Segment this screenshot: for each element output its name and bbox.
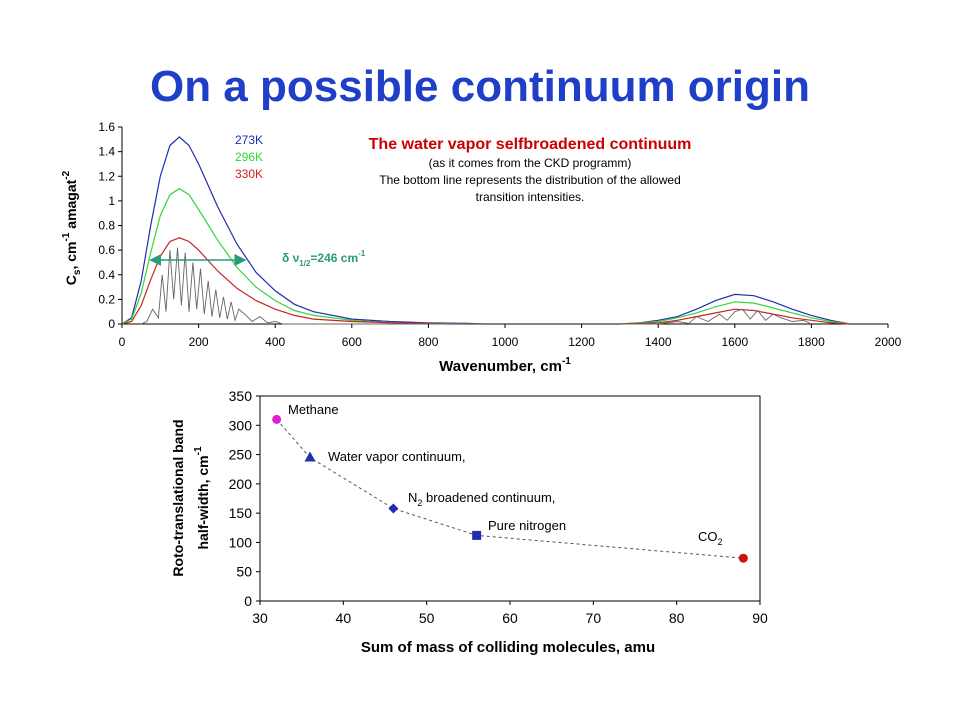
chart1-xtick-label: 200 <box>189 335 209 349</box>
chart2-xtick-label: 40 <box>336 610 352 626</box>
chart2-ticks: 0 50 100 150 200 250 300 350 30 40 50 60 70 80 90 <box>229 388 768 626</box>
chart2-ytick-label: 0 <box>244 593 252 609</box>
chart1-ytick-label: 0 <box>108 317 115 331</box>
chart1-xtick-label: 2000 <box>875 335 902 349</box>
point-methane <box>272 414 282 424</box>
chart1-ytick-label: 0.6 <box>98 243 115 257</box>
chart2-xtick-label: 80 <box>669 610 685 626</box>
trend-line <box>276 419 744 559</box>
legend-330k: 330K <box>235 167 263 181</box>
chart2-ytick-label: 150 <box>229 505 253 521</box>
chart1-subtitle-3: transition intensities. <box>476 190 585 204</box>
chart1-subtitle-1: (as it comes from the CKD programm) <box>429 156 632 170</box>
chart1-xlabel: Wavenumber, cm-1 <box>439 356 571 375</box>
chart1-xtick-label: 600 <box>342 335 362 349</box>
chart1-ticks: 0 0.2 0.4 0.6 0.8 1 1.2 1.4 1.6 0 200 400 600 800 1000… <box>98 120 901 349</box>
chart2-ylabel-1: Roto-translational band <box>170 419 186 576</box>
chart2-ytick-label: 50 <box>236 564 252 580</box>
chart2-xlabel: Sum of mass of colliding molecules, amu <box>361 639 655 656</box>
point-n2-continuum <box>388 503 399 514</box>
chart2-ytick-label: 100 <box>229 534 253 550</box>
chart1-ylabel: Cs, cm-1 amagat-2 <box>61 170 83 285</box>
point-label-water: Water vapor continuum, <box>328 449 466 464</box>
chart1-xtick-label: 0 <box>119 335 126 349</box>
chart2-xtick-label: 90 <box>752 610 768 626</box>
chart1-xtick-label: 1800 <box>798 335 825 349</box>
chart2-ytick-label: 300 <box>229 417 253 433</box>
legend-296k: 296K <box>235 150 263 164</box>
chart1-title: The water vapor selfbroadened continuum <box>369 136 692 153</box>
point-co2 <box>738 553 748 563</box>
halfwidth-label: δ ν1/2=246 cm-1 <box>282 249 366 268</box>
chart1-xtick-label: 400 <box>265 335 285 349</box>
chart1-ytick-label: 1.6 <box>98 120 115 134</box>
chart1-subtitle-2: The bottom line represents the distribut… <box>379 173 681 187</box>
point-label-co2: CO2 <box>698 529 723 547</box>
chart1-series <box>121 136 850 325</box>
point-water-vapor <box>304 451 316 462</box>
chart1-xtick-label: 1400 <box>645 335 672 349</box>
chart2-xtick-label: 30 <box>252 610 268 626</box>
chart2-ytick-label: 350 <box>229 388 253 404</box>
chart1-ytick-label: 1.4 <box>98 145 115 159</box>
chart1-ytick-label: 1 <box>108 194 115 208</box>
series-line-330k <box>121 237 850 325</box>
chart1-xtick-label: 1000 <box>492 335 519 349</box>
chart1-ytick-label: 1.2 <box>98 169 115 183</box>
chart2-xtick-label: 70 <box>586 610 602 626</box>
chart1-ytick-label: 0.8 <box>98 219 115 233</box>
slide-title: On a possible continuum origin <box>149 62 811 111</box>
legend-273k: 273K <box>235 133 263 147</box>
point-label-n2: N2 broadened continuum, <box>408 490 555 508</box>
series-line-273k <box>121 136 850 325</box>
chart1-ytick-label: 0.4 <box>98 268 115 282</box>
chart2-ytick-label: 200 <box>229 476 253 492</box>
chart2-points <box>272 414 748 563</box>
chart1-ytick-label: 0.2 <box>98 292 115 306</box>
chart2-ytick-label: 250 <box>229 447 253 463</box>
chart1-xtick-label: 1200 <box>568 335 595 349</box>
point-label-methane: Methane <box>288 402 339 417</box>
chart1-xtick-label: 1600 <box>721 335 748 349</box>
point-label-nitrogen: Pure nitrogen <box>488 518 566 533</box>
chart2-xtick-label: 50 <box>419 610 435 626</box>
point-pure-nitrogen <box>472 530 482 540</box>
chart2-ylabel-2: half-width, cm-1 <box>193 446 211 549</box>
chart2-xtick-label: 60 <box>502 610 518 626</box>
chart1-xtick-label: 800 <box>418 335 438 349</box>
